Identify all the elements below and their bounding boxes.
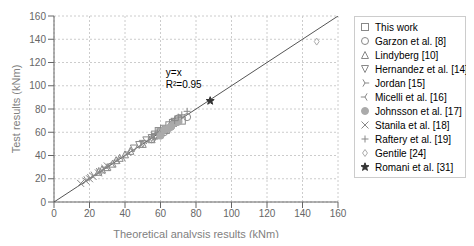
svg-text:Theoretical analysis results (: Theoretical analysis results (kNm): [113, 228, 279, 238]
svg-text:y=xR²=0.95: y=xR²=0.95: [166, 67, 202, 90]
svg-text:Test results (kNm): Test results (kNm): [10, 65, 22, 154]
svg-text:20: 20: [35, 173, 47, 184]
html-text:Raftery et al. [19]: Raftery et al. [19]: [375, 133, 452, 145]
html-text:Hernandez et al. [14]: Hernandez et al. [14]: [375, 63, 468, 75]
html-text:Gentile [24]: Gentile [24]: [375, 147, 427, 159]
svg-text:0: 0: [51, 208, 57, 219]
svg-text:100: 100: [29, 80, 46, 91]
svg-text:160: 160: [330, 208, 347, 219]
html-text:Jordan [15]: Jordan [15]: [375, 77, 425, 89]
svg-text:40: 40: [35, 150, 47, 161]
svg-text:160: 160: [29, 11, 46, 22]
svg-text:60: 60: [35, 127, 47, 138]
svg-text:120: 120: [259, 208, 276, 219]
html-text:This work: This work: [375, 21, 418, 33]
svg-text:120: 120: [29, 57, 46, 68]
svg-text:100: 100: [223, 208, 240, 219]
svg-text:80: 80: [35, 104, 47, 115]
html-text:Garzon et al. [8]: Garzon et al. [8]: [375, 35, 447, 47]
html-text:Micelli et al. [16]: Micelli et al. [16]: [375, 91, 447, 103]
svg-text:60: 60: [155, 208, 167, 219]
svg-text:80: 80: [190, 208, 202, 219]
html-text:Lindyberg [10]: Lindyberg [10]: [375, 49, 439, 61]
svg-text:0: 0: [40, 197, 46, 208]
svg-text:20: 20: [84, 208, 96, 219]
html-text:Johnsson et al. [17]: Johnsson et al. [17]: [375, 105, 462, 117]
html-text:Romani et al. [31]: Romani et al. [31]: [375, 161, 454, 173]
svg-text:140: 140: [294, 208, 311, 219]
svg-text:40: 40: [119, 208, 131, 219]
html-text:Stanila et al. [18]: Stanila et al. [18]: [375, 119, 450, 131]
svg-text:140: 140: [29, 34, 46, 45]
